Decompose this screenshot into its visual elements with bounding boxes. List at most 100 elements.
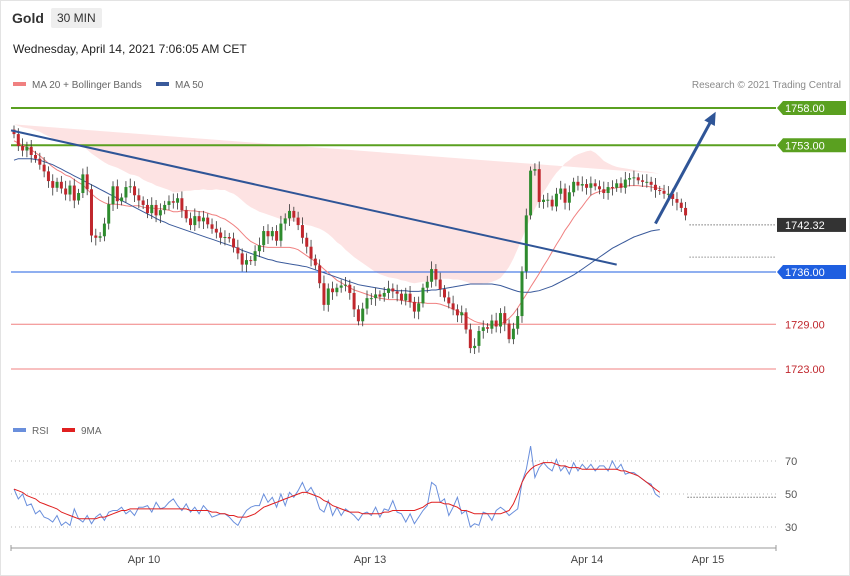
candle-body [189, 218, 193, 226]
candle-body [602, 189, 606, 194]
pivot-line-label: 1736.00 [785, 267, 825, 279]
candle-body [520, 271, 524, 317]
candle-body [214, 228, 218, 233]
candle-body [546, 199, 550, 201]
candle-body [486, 327, 490, 329]
candle-body [279, 223, 283, 241]
candle-body [163, 204, 167, 211]
rsi-tick-label: 70 [785, 456, 797, 468]
candle-body [636, 177, 640, 181]
candle-body [559, 188, 563, 194]
candle-body [361, 308, 365, 322]
candle-body [64, 188, 68, 195]
candle-body [658, 190, 662, 192]
forecast-arrow-head [704, 111, 716, 127]
support-label: 1729.00 [785, 319, 825, 331]
candle-body [391, 288, 395, 292]
candle-body [455, 309, 459, 316]
downtrend-line [10, 129, 617, 266]
candle-body [404, 293, 408, 301]
last-price-label: 1742.32 [785, 220, 825, 232]
resistance-line-label: 1753.00 [785, 140, 825, 152]
resistance-line-tag [777, 138, 846, 153]
ma50-swatch [156, 82, 169, 87]
candle-body [111, 186, 115, 205]
candle-body [533, 169, 537, 171]
candle-body [580, 184, 584, 186]
candle-body [107, 204, 111, 224]
candle-body [283, 218, 287, 224]
candle-body [51, 181, 55, 188]
candle-body [412, 301, 416, 312]
candle-body [369, 298, 373, 300]
candle-body [378, 294, 382, 297]
rsi-tick-label: 50 [785, 489, 797, 501]
candle-body [511, 328, 515, 340]
legend-rsi-ma-label: 9MA [81, 426, 102, 437]
research-credit: Research © 2021 Trading Central [691, 80, 841, 91]
candle-body [473, 345, 477, 349]
candle-body [206, 217, 210, 225]
candle-body [425, 281, 429, 288]
candle-body [77, 193, 81, 201]
candle-body [167, 201, 171, 205]
candle-body [339, 285, 343, 288]
candle-body [38, 158, 42, 165]
candle-body [356, 309, 360, 322]
candle-body [666, 193, 670, 195]
candle-body [585, 184, 589, 188]
candle-body [399, 293, 403, 301]
candle-body [382, 292, 386, 297]
candle-body [507, 323, 511, 340]
candles-group [12, 125, 688, 355]
ma20-line [13, 140, 665, 326]
candle-body [296, 217, 300, 226]
candle-body [593, 183, 597, 187]
candle-body [59, 181, 63, 189]
legend-rsi-ma: 9MA [62, 426, 102, 437]
candle-body [176, 198, 180, 203]
candle-body [309, 246, 313, 259]
candle-body [34, 154, 38, 159]
candle-body [253, 251, 257, 261]
candle-body [477, 330, 481, 346]
time-axis-label: Apr 10 [128, 554, 160, 566]
candle-body [460, 312, 464, 316]
candle-body [589, 183, 593, 188]
candle-body [141, 200, 145, 205]
candle-body [201, 217, 205, 222]
candle-body [343, 284, 347, 286]
candle-body [124, 187, 128, 198]
candle-body [219, 232, 223, 238]
candle-body [322, 283, 326, 305]
candle-body [68, 185, 72, 195]
candle-body [632, 177, 636, 179]
candle-body [137, 195, 141, 201]
legend-ma20-label: MA 20 + Bollinger Bands [32, 80, 142, 91]
candle-body [326, 288, 330, 305]
bollinger-band-area [14, 124, 660, 285]
candle-body [619, 183, 623, 188]
candle-body [438, 279, 442, 290]
candle-body [275, 231, 279, 241]
timeframe-badge[interactable]: 30 MIN [51, 8, 102, 28]
candle-body [498, 313, 502, 327]
time-axis-label: Apr 14 [571, 554, 603, 566]
candle-body [352, 292, 356, 310]
last-price-tag [777, 217, 846, 232]
candle-body [55, 181, 59, 188]
candle-body [331, 288, 335, 293]
candle-body [572, 181, 576, 193]
candle-body [193, 216, 197, 226]
candle-body [524, 215, 528, 272]
candle-body [270, 231, 274, 237]
candle-body [102, 223, 106, 237]
candle-body [85, 174, 89, 190]
candle-body [227, 237, 231, 239]
resistance-line-label: 1758.00 [785, 103, 825, 115]
candle-body [25, 146, 29, 151]
candle-body [554, 193, 558, 207]
time-axis-label: Apr 13 [354, 554, 386, 566]
candle-body [72, 185, 76, 201]
candle-body [628, 178, 632, 180]
